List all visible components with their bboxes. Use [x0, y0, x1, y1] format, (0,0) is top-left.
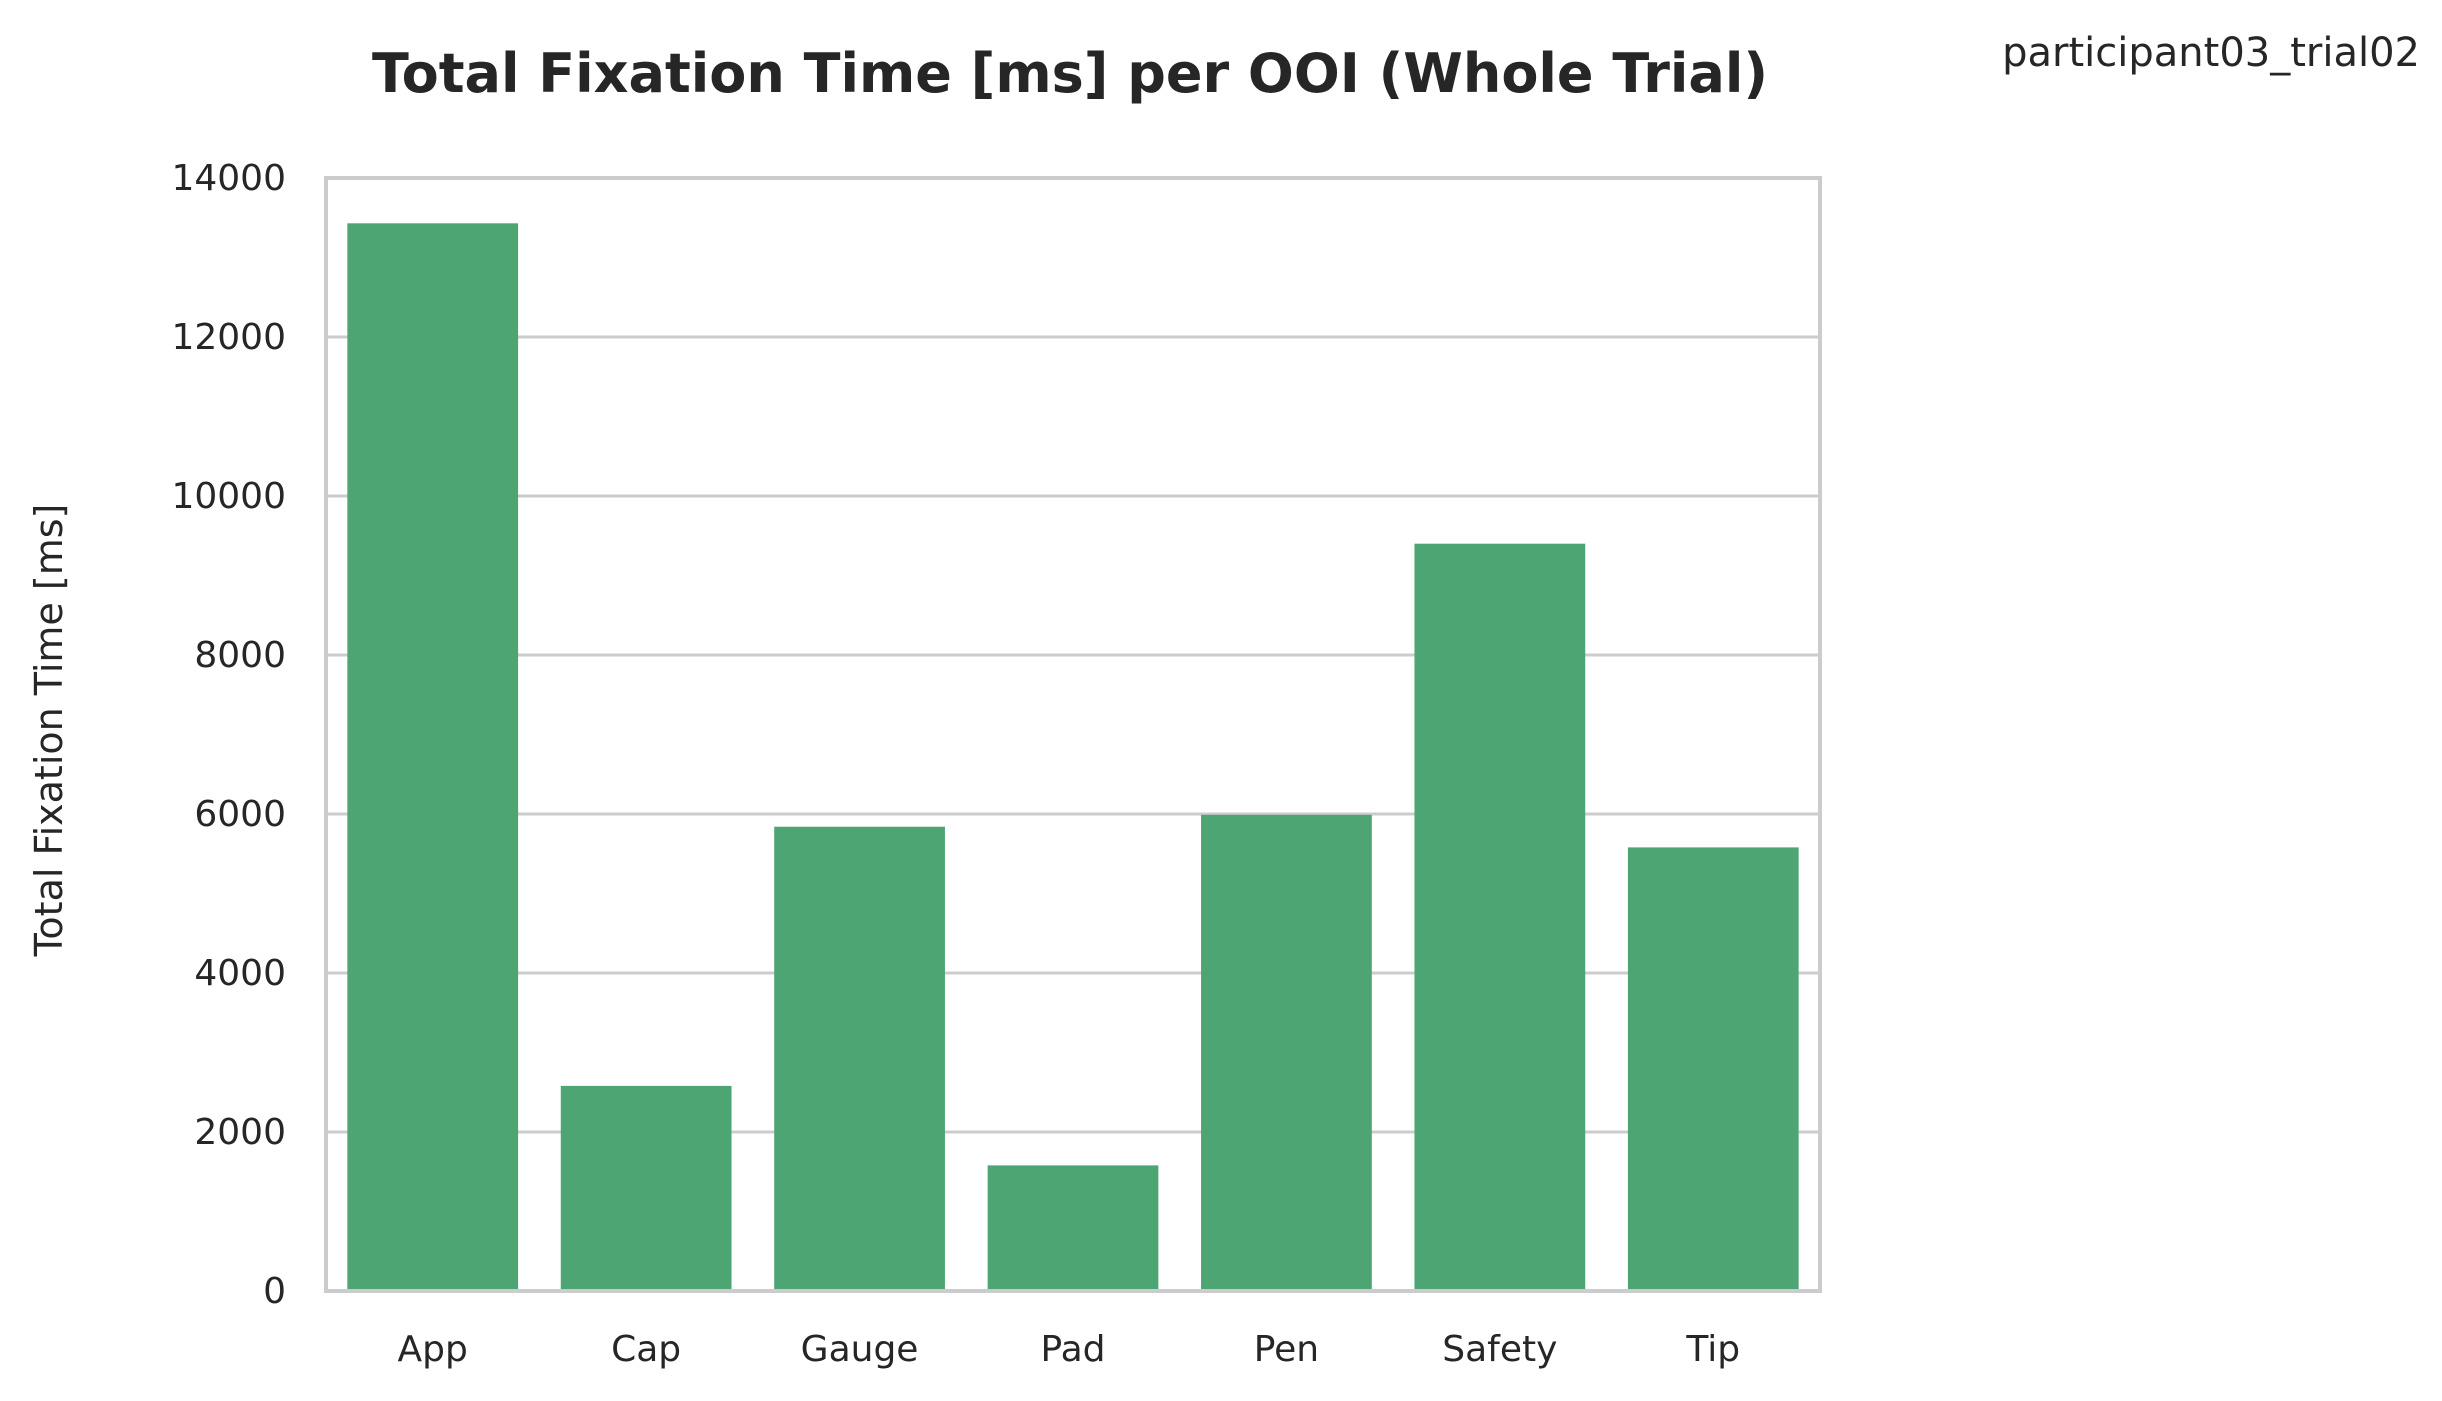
- x-tick-labels: App Cap Gauge Pad Pen Safety Tip: [398, 1329, 1741, 1370]
- x-tick-label: Pad: [1040, 1329, 1105, 1370]
- chart-title: Total Fixation Time [ms] per OOI (Whole …: [372, 42, 1768, 105]
- plot-area-frame: [324, 176, 1822, 1293]
- y-tick-label: 14000: [171, 158, 286, 199]
- bar-pen: [1201, 814, 1372, 1291]
- x-tick-label: Pen: [1254, 1329, 1319, 1370]
- gridlines: [326, 176, 1820, 1293]
- y-tick-labels: 0 2000 4000 6000 8000 10000 12000 14000: [171, 158, 286, 1312]
- y-tick-label: 6000: [194, 794, 286, 835]
- y-tick-label: 8000: [194, 635, 286, 676]
- y-axis-label: Total Fixation Time [ms]: [27, 504, 71, 958]
- bars: [347, 223, 1799, 1292]
- bar-cap: [560, 1085, 732, 1291]
- x-tick-label: Gauge: [801, 1329, 919, 1370]
- y-tick-label: 12000: [171, 317, 286, 358]
- bar-pad: [987, 1165, 1159, 1291]
- y-tick-label: 0: [263, 1271, 286, 1312]
- x-tick-label: Tip: [1685, 1329, 1740, 1370]
- bar-tip: [1627, 847, 1799, 1291]
- y-tick-label: 4000: [194, 953, 286, 994]
- bar-app: [347, 223, 519, 1292]
- bar-gauge: [774, 826, 945, 1291]
- x-tick-label: Cap: [611, 1329, 681, 1370]
- x-tick-label: Safety: [1442, 1329, 1557, 1370]
- x-tick-label: App: [398, 1329, 468, 1370]
- bar-safety: [1414, 543, 1586, 1291]
- chart-annotation: participant03_trial02: [2002, 30, 2420, 76]
- y-tick-label: 2000: [194, 1112, 286, 1153]
- y-tick-label: 10000: [171, 476, 286, 517]
